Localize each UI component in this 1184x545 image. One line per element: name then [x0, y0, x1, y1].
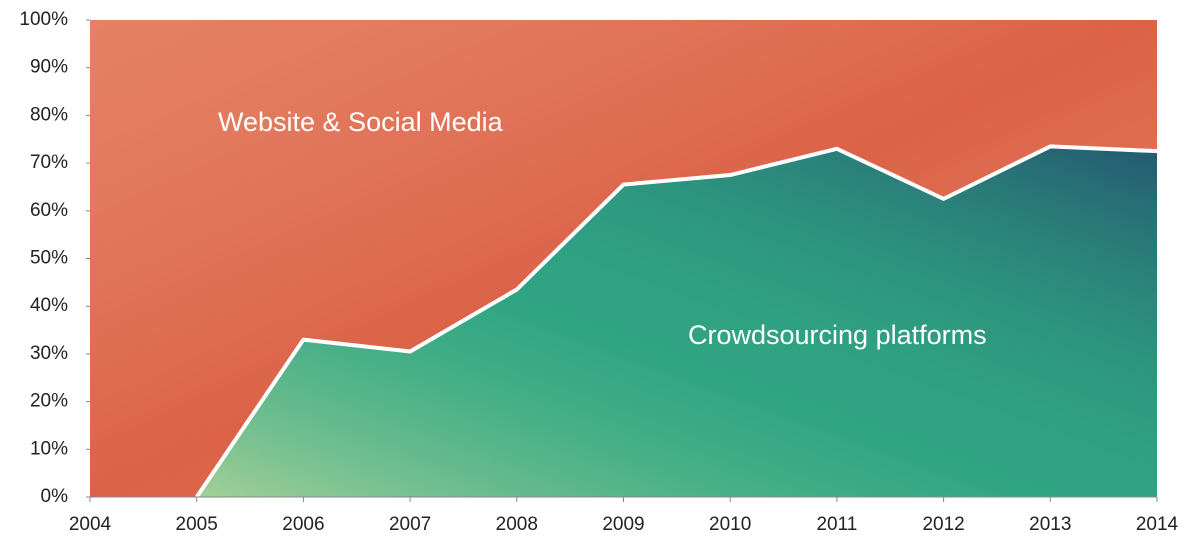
y-tick-label: 70%	[30, 152, 68, 173]
x-tick-label: 2009	[602, 514, 644, 535]
area-texture	[196, 146, 1157, 497]
series-label: Website & Social Media	[218, 107, 504, 137]
series-line	[195, 144, 1158, 499]
y-tick-label: 10%	[30, 438, 68, 459]
x-tick-label: 2014	[1136, 514, 1179, 535]
x-tick-label: 2007	[389, 514, 431, 535]
y-tick-label: 20%	[30, 391, 68, 412]
y-tick-label: 40%	[30, 295, 68, 316]
x-tick-label: 2004	[69, 514, 112, 535]
series-label: Crowdsourcing platforms	[688, 320, 987, 350]
x-tick-label: 2008	[496, 514, 538, 535]
x-tick-label: 2005	[176, 514, 218, 535]
y-tick-label: 60%	[30, 200, 68, 221]
y-tick-label: 80%	[30, 104, 68, 125]
x-tick-label: 2006	[282, 514, 324, 535]
y-tick-label: 100%	[19, 9, 68, 30]
y-tick-label: 30%	[30, 343, 68, 364]
x-tick-label: 2013	[1029, 514, 1071, 535]
area-texture	[90, 20, 1157, 497]
y-tick-label: 90%	[30, 57, 68, 78]
x-tick-label: 2011	[816, 514, 857, 535]
y-tick-label: 0%	[41, 486, 69, 507]
y-tick-label: 50%	[30, 248, 68, 269]
x-tick-label: 2012	[922, 514, 964, 535]
x-tick-label: 2010	[709, 514, 751, 535]
